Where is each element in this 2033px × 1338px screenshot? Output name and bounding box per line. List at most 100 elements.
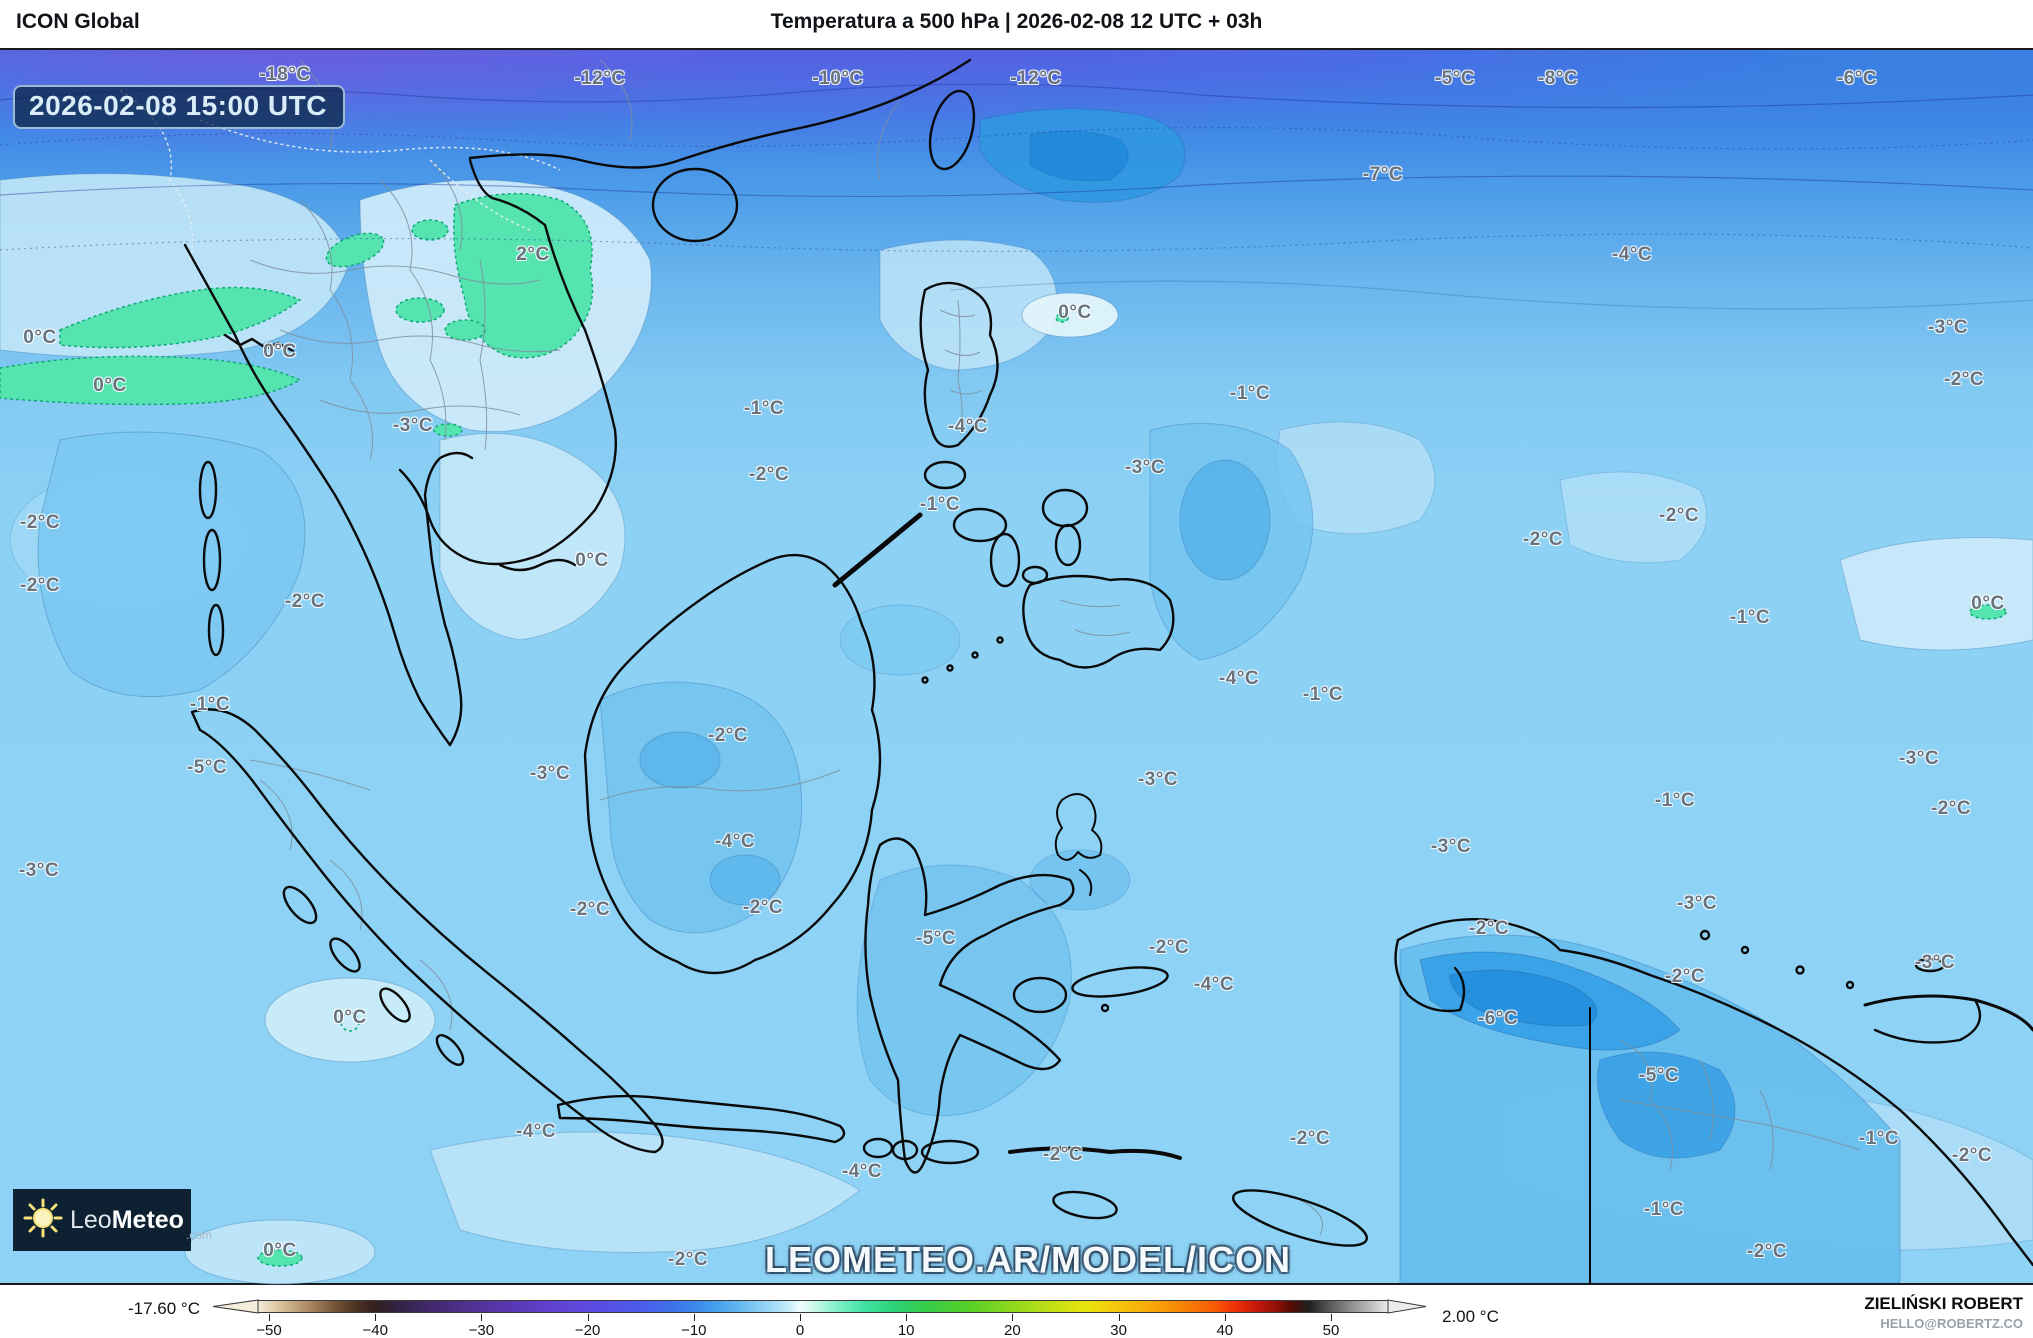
colorbar-footer: -17.60 °C −50 −40 −30 −20 −10 0 10 20 30 40 50 2.0… (0, 1285, 2033, 1338)
temp-label: -2°C (284, 591, 326, 612)
colorbar-tick-label: 30 (1110, 1322, 1127, 1338)
temp-label: -2°C (1042, 1144, 1084, 1165)
temp-label: 0°C (263, 341, 297, 362)
temp-label: -1°C (1729, 607, 1771, 628)
temp-label: -2°C (1148, 937, 1190, 958)
colorbar-tick (481, 1314, 483, 1321)
temp-label: -3°C (1927, 317, 1969, 338)
colorbar-tick-label: −10 (681, 1322, 707, 1338)
temp-label: -3°C (1914, 952, 1956, 973)
colorbar-tick (1224, 1314, 1226, 1321)
temp-label: -7°C (1362, 164, 1404, 185)
temp-label: -4°C (1193, 974, 1235, 995)
temp-label: -3°C (1430, 836, 1472, 857)
temp-label: -2°C (742, 897, 784, 918)
watermark-text: LEOMETEO.AR/MODEL/ICON (765, 1239, 1291, 1280)
colorbar-max-value: 2.00 °C (1442, 1307, 1499, 1326)
colorbar-tick (1118, 1314, 1120, 1321)
temp-label: -2°C (1658, 505, 1700, 526)
temp-label: -2°C (19, 512, 61, 533)
temp-label: 2°C (516, 244, 550, 265)
colorbar-tick-label: 40 (1216, 1322, 1234, 1338)
logo-text-bold: Meteo (111, 1205, 184, 1234)
temp-label: -5°C (186, 757, 228, 778)
temp-label: -3°C (1137, 769, 1179, 790)
temp-label: -5°C (1434, 68, 1476, 89)
temp-label: 0°C (1971, 593, 2005, 614)
colorbar-tick (587, 1314, 589, 1321)
temp-label: 0°C (93, 375, 127, 396)
temp-label: -2°C (1930, 798, 1972, 819)
colorbar-tick-label: 0 (795, 1322, 805, 1338)
temp-label: -6°C (1477, 1008, 1519, 1029)
temp-label: -2°C (748, 464, 790, 485)
temp-label: 0°C (263, 1240, 297, 1261)
temp-label: -5°C (1638, 1065, 1680, 1086)
temp-label: -3°C (529, 763, 571, 784)
temp-label: -4°C (1611, 244, 1653, 265)
temp-label: -5°C (915, 928, 957, 949)
temp-label: 0°C (575, 550, 609, 571)
sun-icon (23, 1198, 63, 1243)
page-title: Temperatura a 500 hPa | 2026-02-08 12 UT… (770, 10, 1263, 33)
colorbar-tick (375, 1314, 377, 1321)
temp-label: -2°C (569, 899, 611, 920)
temp-label: -2°C (1522, 529, 1564, 550)
colorbar-tick-label: −20 (574, 1322, 601, 1338)
logo-text-tld: .com (185, 1228, 212, 1242)
temp-label: -12°C (1010, 68, 1062, 89)
temp-label: -4°C (841, 1161, 883, 1182)
temp-label: -8°C (1537, 68, 1579, 89)
temp-label: -2°C (1943, 369, 1985, 390)
temp-label: -2°C (1746, 1241, 1788, 1262)
temp-label: 0°C (23, 327, 57, 348)
temp-label: -6°C (1836, 68, 1878, 89)
temp-label: -3°C (392, 415, 434, 436)
temp-label: -10°C (812, 68, 864, 89)
temp-label: -1°C (1643, 1199, 1685, 1220)
colorbar-tick (269, 1314, 270, 1321)
colorbar-tick-label: 10 (897, 1322, 915, 1338)
colorbar-arrows (212, 1299, 1427, 1314)
colorbar-tick (906, 1314, 908, 1321)
temp-label: -1°C (919, 494, 961, 515)
colorbar-tick-label: −40 (362, 1322, 388, 1338)
colorbar-tick (800, 1314, 801, 1321)
colorbar-tick-label: 50 (1322, 1322, 1340, 1338)
temp-label: -2°C (1468, 918, 1510, 939)
colorbar-min-value: -17.60 °C (127, 1299, 200, 1318)
temp-label: 0°C (333, 1007, 367, 1028)
temp-label: -4°C (515, 1121, 557, 1142)
temp-label: -1°C (1654, 790, 1696, 811)
temp-label: -4°C (947, 416, 989, 437)
temp-label: -2°C (1664, 966, 1706, 987)
temp-label: -1°C (1229, 383, 1271, 404)
temp-label: -1°C (1858, 1128, 1900, 1149)
temp-label: -2°C (1951, 1145, 1993, 1166)
colorbar-tick-label: 20 (1004, 1322, 1021, 1338)
colorbar-tick-label: −30 (468, 1322, 495, 1338)
temp-label: -3°C (1898, 748, 1940, 769)
temp-label: -4°C (1218, 668, 1260, 689)
temp-label: -2°C (707, 725, 749, 746)
model-name: ICON Global (16, 10, 140, 33)
timestamp-badge: 2026-02-08 15:00 UTC (13, 85, 345, 129)
temp-label: -18°C (259, 64, 311, 85)
temp-label: -3°C (1676, 893, 1718, 914)
weather-map (0, 48, 2033, 1285)
temp-label: -1°C (189, 694, 231, 715)
colorbar-tick-label: −50 (256, 1322, 282, 1338)
temp-label: -12°C (574, 68, 626, 89)
credit-email: HELLO@ROBERTZ.CO (1880, 1316, 2023, 1331)
temp-label: -2°C (667, 1249, 709, 1270)
temp-label: -1°C (743, 398, 785, 419)
credit-name: ZIELIŃSKI ROBERT (1864, 1294, 2023, 1313)
temp-label: -3°C (1124, 457, 1166, 478)
temp-label: 0°C (1058, 302, 1092, 323)
colorbar-tick (1012, 1314, 1014, 1321)
page-header: ICON Global Temperatura a 500 hPa | 2026… (0, 0, 2033, 48)
logo-text-light: Leo (70, 1205, 112, 1234)
temp-label: -3°C (18, 860, 60, 881)
temp-label: -1°C (1302, 684, 1344, 705)
